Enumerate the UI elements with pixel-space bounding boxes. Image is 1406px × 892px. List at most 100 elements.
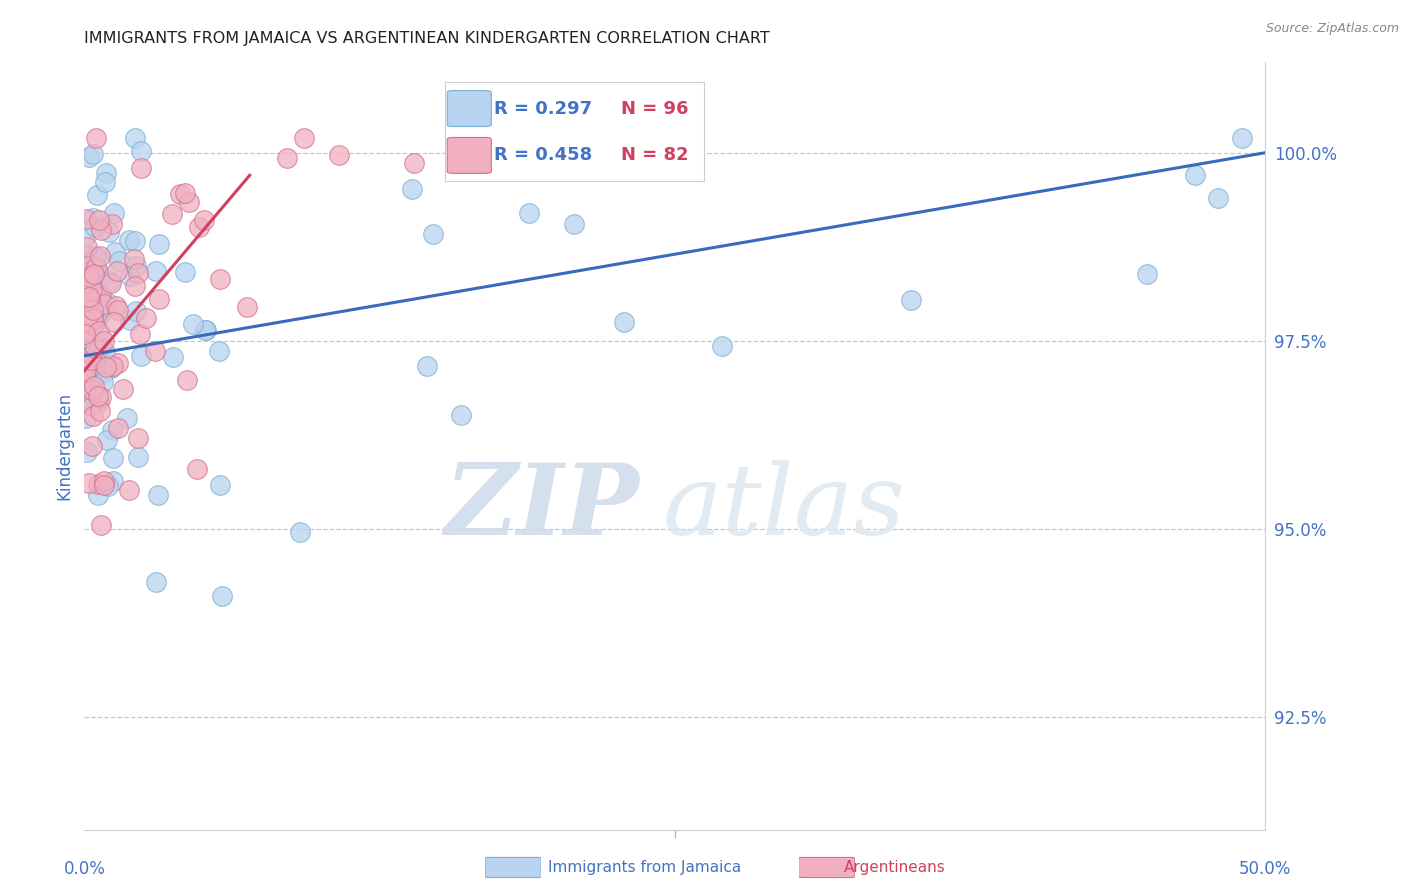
Point — [86, 281, 108, 295]
Point — [73, 229, 96, 244]
Point — [89, 403, 111, 417]
Point — [148, 292, 170, 306]
Point — [84, 315, 107, 329]
Point — [77, 475, 100, 490]
Point — [129, 145, 152, 159]
Point — [77, 265, 100, 279]
Text: Source: ZipAtlas.com: Source: ZipAtlas.com — [1265, 22, 1399, 36]
Point — [94, 166, 117, 180]
Point — [93, 474, 115, 488]
Point — [105, 264, 128, 278]
Point — [77, 324, 100, 338]
Point — [93, 477, 115, 491]
Point — [100, 217, 122, 231]
Point — [174, 186, 197, 200]
Point — [103, 359, 125, 373]
Text: IMMIGRANTS FROM JAMAICA VS ARGENTINEAN KINDERGARTEN CORRELATION CHART: IMMIGRANTS FROM JAMAICA VS ARGENTINEAN K… — [84, 31, 770, 46]
Point — [79, 391, 101, 405]
Point — [1206, 192, 1229, 206]
Point — [80, 311, 103, 326]
Point — [82, 318, 104, 332]
Point — [94, 175, 117, 189]
Point — [124, 278, 146, 293]
Point — [900, 293, 922, 308]
Point — [169, 187, 191, 202]
Point — [84, 250, 107, 264]
Point — [100, 277, 122, 291]
Point — [101, 423, 124, 437]
Point — [87, 477, 110, 491]
Point — [145, 264, 167, 278]
Point — [76, 314, 98, 328]
Point — [93, 345, 115, 359]
Point — [86, 488, 108, 502]
Point — [194, 323, 217, 337]
Point — [75, 328, 97, 343]
Point — [79, 293, 101, 308]
Point — [174, 265, 197, 279]
Point — [118, 269, 141, 284]
Point — [82, 259, 104, 273]
Point — [100, 361, 122, 376]
Point — [82, 336, 104, 351]
Point — [208, 343, 231, 358]
Point — [416, 359, 439, 373]
Point — [1136, 267, 1159, 281]
Point — [82, 146, 104, 161]
Point — [711, 339, 734, 353]
Point — [572, 130, 595, 145]
Text: 0.0%: 0.0% — [63, 860, 105, 878]
Point — [83, 359, 105, 373]
Point — [77, 150, 100, 164]
Point — [77, 265, 100, 279]
Point — [82, 312, 104, 326]
Point — [129, 161, 152, 175]
Point — [75, 247, 97, 261]
Point — [86, 188, 108, 202]
Point — [79, 290, 101, 304]
Point — [118, 233, 141, 247]
Point — [181, 317, 204, 331]
Point — [328, 147, 350, 161]
Point — [124, 130, 146, 145]
Point — [75, 377, 97, 392]
Point — [76, 445, 98, 459]
Point — [75, 211, 97, 226]
Point — [82, 409, 104, 424]
Text: 50.0%: 50.0% — [1239, 860, 1292, 878]
Point — [401, 182, 423, 196]
Point — [83, 352, 105, 367]
Point — [87, 212, 110, 227]
Point — [129, 327, 152, 342]
Point — [80, 352, 103, 367]
Y-axis label: Kindergarten: Kindergarten — [55, 392, 73, 500]
Point — [79, 338, 101, 352]
Point — [97, 296, 120, 310]
Point — [129, 349, 152, 363]
Text: atlas: atlas — [664, 459, 905, 555]
Point — [236, 300, 259, 314]
Point — [97, 479, 120, 493]
Point — [125, 303, 148, 318]
Text: Immigrants from Jamaica: Immigrants from Jamaica — [548, 860, 741, 874]
Point — [107, 421, 129, 435]
Point — [90, 390, 112, 404]
Point — [87, 388, 110, 402]
Point — [176, 374, 198, 388]
Point — [186, 462, 208, 476]
Point — [80, 310, 103, 325]
Point — [208, 271, 231, 285]
Point — [80, 439, 103, 453]
Point — [90, 517, 112, 532]
Point — [93, 334, 115, 348]
Point — [87, 343, 110, 358]
Point — [90, 223, 112, 237]
Point — [75, 366, 97, 380]
Point — [404, 156, 426, 170]
Point — [104, 299, 127, 313]
Point — [75, 411, 97, 425]
Point — [76, 240, 98, 254]
Point — [82, 303, 104, 318]
Point — [75, 364, 97, 378]
Point — [82, 211, 104, 226]
